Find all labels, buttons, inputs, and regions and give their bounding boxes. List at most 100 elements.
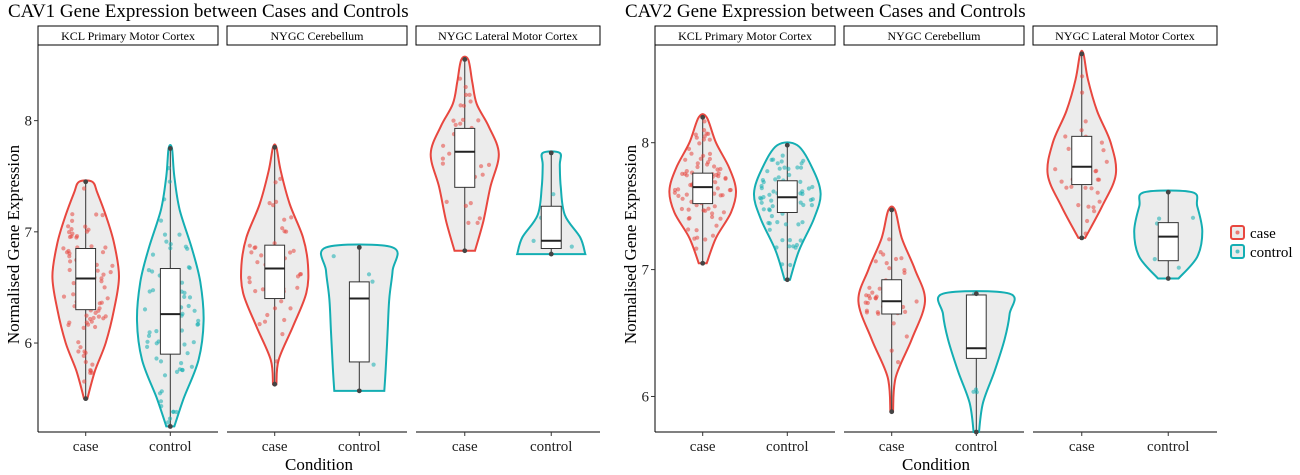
data-point (76, 340, 81, 345)
data-point (466, 220, 471, 225)
data-point (1059, 179, 1064, 184)
data-point (701, 137, 707, 142)
data-point (1104, 159, 1109, 164)
data-point (707, 156, 713, 162)
data-point (903, 309, 908, 314)
data-point (786, 166, 791, 171)
data-point (810, 197, 815, 202)
data-point (791, 244, 796, 249)
data-point (67, 267, 72, 273)
data-point (247, 243, 252, 248)
data-point (97, 306, 102, 311)
data-point (186, 303, 191, 309)
data-point (260, 287, 265, 292)
data-point (271, 203, 276, 208)
x-tick-label: control (1147, 439, 1190, 455)
data-point (902, 268, 907, 273)
extreme-point (1079, 51, 1085, 57)
extreme-point (889, 409, 895, 415)
data-point (280, 226, 285, 231)
data-point (70, 231, 75, 236)
data-point (973, 387, 979, 392)
data-point (458, 103, 463, 108)
data-point (712, 164, 717, 169)
x-tick-label: case (452, 439, 478, 455)
data-point (295, 285, 300, 290)
x-tick-label: case (262, 439, 288, 455)
data-point (896, 360, 901, 365)
data-point (714, 172, 719, 178)
data-point (61, 246, 66, 251)
data-point (83, 359, 88, 365)
data-point (371, 362, 376, 367)
y-tick-label: 8 (25, 114, 33, 130)
data-point (366, 272, 372, 277)
data-point (331, 254, 336, 259)
data-point (145, 344, 150, 349)
data-point (703, 208, 708, 213)
data-point (162, 197, 167, 202)
violin-group-control (1133, 189, 1204, 281)
data-point (298, 272, 303, 277)
facet-panel: NYGC Cerebellum case control (843, 25, 1025, 455)
data-point (706, 160, 711, 165)
data-point (187, 265, 192, 271)
chart-title: CAV2 Gene Expression between Cases and C… (625, 1, 1026, 22)
data-point (1190, 215, 1196, 220)
extreme-point (548, 251, 554, 257)
data-point (179, 280, 185, 285)
violin-group-control (135, 143, 205, 429)
data-point (801, 202, 806, 208)
data-point (182, 294, 187, 299)
data-point (780, 153, 785, 158)
data-point (447, 151, 452, 156)
data-point (174, 409, 179, 415)
data-point (70, 218, 75, 223)
extreme-point (462, 57, 468, 62)
data-point (1092, 209, 1097, 214)
extreme-point (700, 114, 706, 120)
data-point (881, 252, 886, 257)
data-point (272, 241, 277, 246)
x-tick-label: case (1069, 439, 1095, 455)
extreme-point (83, 179, 89, 185)
data-point (441, 143, 446, 148)
data-point (710, 233, 716, 238)
data-point (783, 222, 789, 227)
data-point (702, 119, 707, 124)
data-point (179, 328, 184, 333)
chart-title: CAV1 Gene Expression between Cases and C… (8, 1, 409, 22)
facet-panel: NYGC Cerebellum case control (226, 25, 408, 455)
y-tick-label: 8 (642, 136, 650, 152)
data-point (723, 175, 728, 181)
data-point (787, 172, 792, 178)
y-tick-label: 7 (642, 263, 650, 279)
data-point (775, 220, 780, 225)
legend-key-dot (1235, 249, 1240, 254)
data-point (182, 342, 187, 347)
data-point (267, 201, 272, 206)
data-point (686, 207, 691, 212)
data-point (767, 227, 772, 232)
data-point (150, 288, 156, 293)
legend-label-control: control (1250, 245, 1293, 261)
extreme-point (272, 381, 278, 387)
data-point (777, 166, 782, 171)
violin-group-control (752, 141, 822, 283)
data-point (707, 151, 713, 156)
data-point (180, 311, 185, 316)
extreme-point (889, 207, 895, 213)
data-point (96, 314, 101, 319)
data-point (164, 239, 169, 244)
data-point (158, 218, 164, 223)
data-point (698, 156, 703, 161)
data-point (899, 256, 904, 261)
data-point (93, 310, 98, 315)
data-point (187, 295, 193, 300)
data-point (712, 204, 717, 209)
data-point (796, 222, 801, 227)
y-tick-label: 6 (25, 336, 33, 352)
data-point (680, 196, 685, 201)
data-point (76, 349, 81, 354)
data-point (771, 189, 776, 194)
